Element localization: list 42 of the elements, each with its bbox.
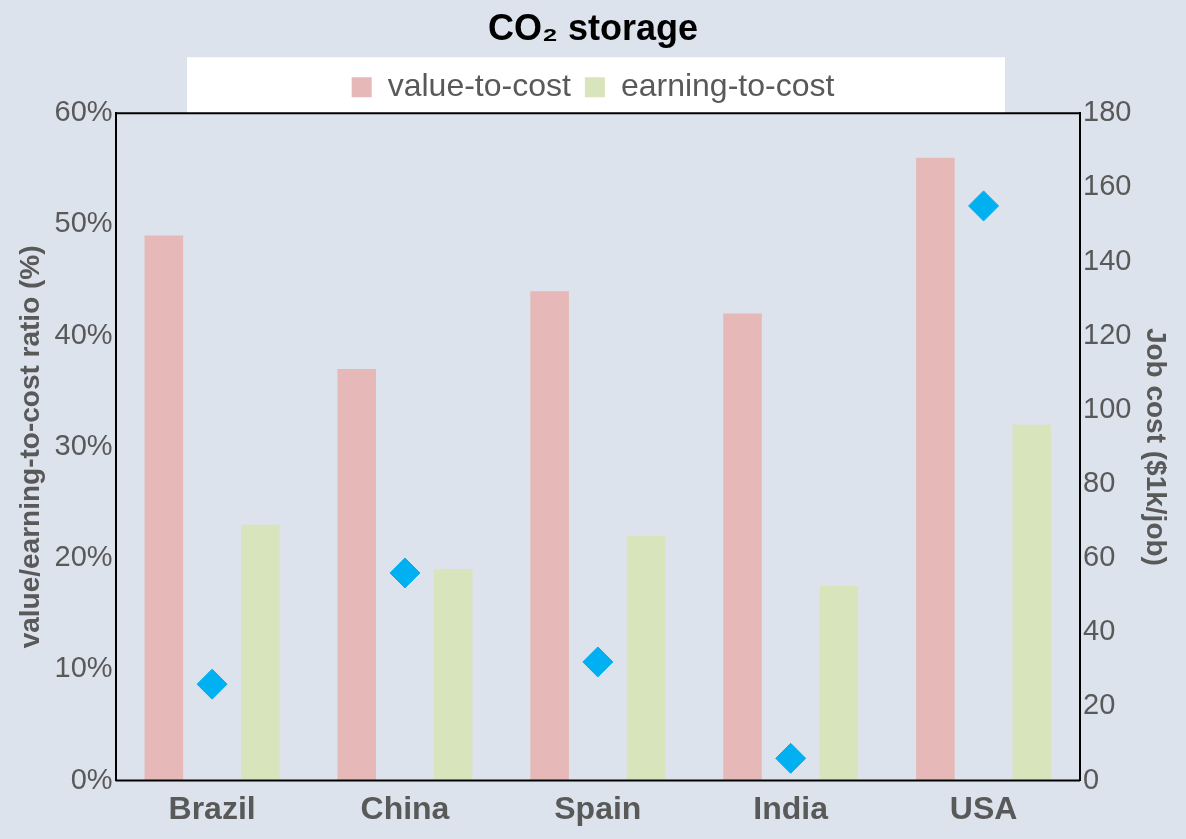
y2-tick-label: 0 <box>1083 762 1100 795</box>
y-tick-label: 10% <box>54 651 113 684</box>
y-tick-label: 60% <box>54 95 113 128</box>
bar <box>626 535 666 781</box>
bar <box>530 291 569 781</box>
legend-label: value-to-cost <box>387 67 571 104</box>
bar <box>433 569 473 781</box>
y-tick-label: 20% <box>54 540 113 573</box>
y2-tick-label: 180 <box>1083 95 1132 128</box>
bar <box>241 524 280 781</box>
y-tick-label: 0% <box>70 762 113 795</box>
y2-tick-label: 120 <box>1083 317 1132 350</box>
point <box>389 557 421 589</box>
bar <box>723 313 762 781</box>
y-tick-label: 30% <box>54 428 113 461</box>
y2-axis-title: Job cost ($1k/job) <box>1141 327 1173 566</box>
x-tick-label: China <box>360 789 450 826</box>
bar <box>144 235 184 781</box>
y2-tick-label: 160 <box>1083 169 1132 202</box>
point <box>582 646 614 678</box>
y-axis-title: value/earning-to-cost ratio (%) <box>13 245 45 649</box>
bar <box>819 585 859 781</box>
y2-tick-label: 40 <box>1083 614 1116 647</box>
y2-tick-label: 140 <box>1083 243 1132 276</box>
chart-title: CO₂ storage <box>487 6 699 48</box>
bar <box>337 369 377 781</box>
y2-tick-label: 20 <box>1083 688 1116 721</box>
x-tick-label: Spain <box>554 789 642 826</box>
y2-tick-label: 100 <box>1083 391 1132 424</box>
point <box>196 668 228 700</box>
legend-label: earning-to-cost <box>620 67 835 104</box>
point <box>775 742 807 774</box>
y2-tick-label: 80 <box>1083 465 1116 498</box>
x-tick-label: India <box>753 789 829 826</box>
bar <box>916 157 955 781</box>
y-tick-label: 50% <box>54 206 113 239</box>
point <box>968 190 1000 222</box>
bar <box>1012 424 1052 781</box>
y2-tick-label: 60 <box>1083 540 1116 573</box>
y-tick-label: 40% <box>54 317 113 350</box>
x-tick-label: USA <box>949 789 1018 826</box>
x-tick-label: Brazil <box>168 789 256 826</box>
